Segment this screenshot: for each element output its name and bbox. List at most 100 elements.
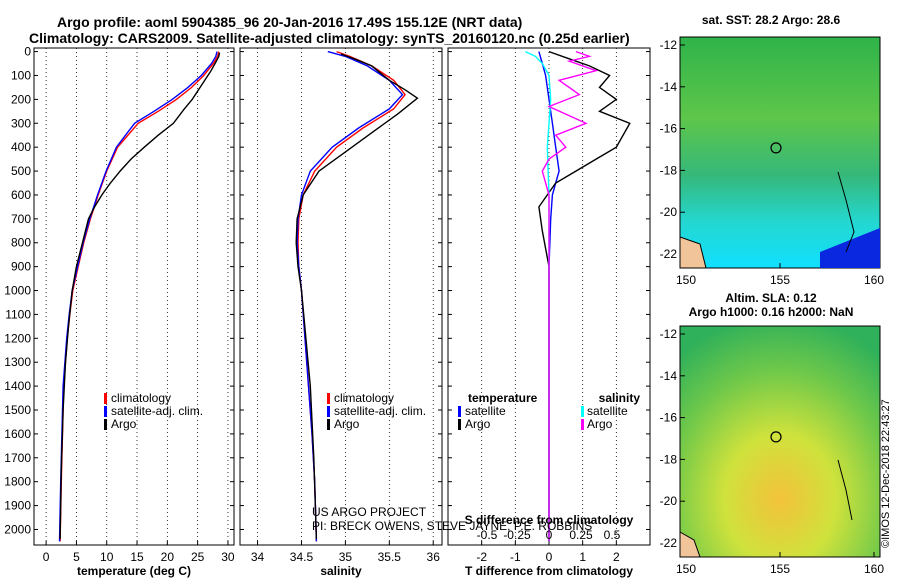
salinity-diff-tick: 0.25 [569, 528, 593, 542]
legend-label: satellite [587, 404, 628, 418]
map-ytick-label: -22 [660, 536, 678, 550]
legend-swatch [327, 393, 330, 404]
xtick-label: 34.5 [290, 550, 314, 564]
map-ytick-label: -20 [660, 205, 678, 219]
ytick-label: 1500 [4, 403, 31, 417]
ytick-label: 0 [24, 45, 31, 59]
legend-swatch [327, 419, 330, 430]
ytick-label: 2000 [4, 522, 31, 536]
project-annotation: PI: BRECK OWENS, STEVE JAYNE, P.E. ROBBI… [312, 519, 592, 533]
project-annotation: US ARGO PROJECT [312, 505, 427, 519]
salinity-diff-tick: 0.5 [604, 528, 621, 542]
map-ytick-label: -20 [660, 494, 678, 508]
xtick-label: -2 [476, 550, 487, 564]
x-axis-label: salinity [320, 564, 362, 578]
legend-swatch [104, 406, 107, 417]
ytick-label: 200 [11, 92, 31, 106]
map-xtick-label: 155 [770, 273, 790, 287]
profile-location-marker [770, 431, 782, 443]
map-xtick-label: 150 [676, 562, 696, 576]
map-ytick-label: -14 [660, 80, 678, 94]
xtick-label: 25 [191, 550, 205, 564]
ytick-label: 700 [11, 212, 31, 226]
xtick-label: 30 [221, 550, 235, 564]
ytick-label: 1600 [4, 427, 31, 441]
x-axis-label: T difference from climatology [465, 564, 633, 578]
legend-label: Argo [111, 417, 137, 431]
xtick-label: 36 [427, 550, 441, 564]
map-ytick-label: -12 [660, 327, 678, 341]
ytick-label: 300 [11, 116, 31, 130]
ytick-label: 1200 [4, 331, 31, 345]
xtick-label: 10 [100, 550, 114, 564]
xtick-label: 20 [161, 550, 175, 564]
map-ytick-label: -12 [660, 38, 678, 52]
legend-swatch [104, 393, 107, 404]
legend-label: satellite [465, 404, 506, 418]
legend-swatch [327, 406, 330, 417]
profile-location-marker [770, 142, 782, 154]
coastline-land [679, 531, 701, 558]
map-xtick-label: 150 [676, 273, 696, 287]
salinity-diff-tick: -0.5 [477, 528, 498, 542]
map-ytick-label: -18 [660, 163, 678, 177]
legend-swatch [581, 419, 584, 430]
map-ytick-label: -18 [660, 452, 678, 466]
ytick-label: 1000 [4, 284, 31, 298]
coastline-land [679, 236, 707, 269]
xtick-label: 5 [73, 550, 80, 564]
x-axis-label: temperature (deg C) [77, 564, 191, 578]
ytick-label: 400 [11, 140, 31, 154]
sla-map-field [679, 325, 881, 558]
ytick-label: 1700 [4, 451, 31, 465]
legend-swatch [104, 419, 107, 430]
series-line-t-argo [538, 50, 631, 542]
ytick-label: 500 [11, 164, 31, 178]
legend-label: satellite-adj. clim. [111, 404, 203, 418]
ytick-label: 1400 [4, 379, 31, 393]
map-xtick-label: 160 [864, 273, 884, 287]
sst-map-field [679, 36, 881, 269]
bathymetry-contour [837, 171, 855, 253]
ytick-label: 800 [11, 236, 31, 250]
ytick-label: 1100 [5, 307, 31, 321]
legend-title-temperature: temperature [468, 391, 538, 405]
legend-label: climatology [111, 391, 171, 405]
map-ytick-label: -16 [660, 411, 678, 425]
map-xtick-label: 160 [864, 562, 884, 576]
sla-map-subtitle: Argo h1000: 0.16 h2000: NaN [689, 305, 854, 319]
legend-swatch [458, 419, 461, 430]
ytick-label: 1900 [4, 499, 31, 513]
series-line-satellite-adj-clim- [58, 51, 218, 542]
xtick-label: 35 [339, 550, 353, 564]
salinity-diff-tick: -0.25 [503, 528, 531, 542]
xtick-label: 34 [251, 550, 265, 564]
sst-map-title: sat. SST: 28.2 Argo: 28.6 [702, 13, 841, 27]
plot-frame-temperature [33, 47, 235, 546]
xtick-label: -1 [510, 550, 521, 564]
xtick-label: 2 [613, 550, 620, 564]
map-ytick-label: -16 [660, 122, 678, 136]
title-line-2: Climatology: CARS2009. Satellite-adjuste… [29, 30, 630, 46]
sst-cold-patch [820, 228, 880, 268]
series-line-s-argo [541, 50, 599, 542]
ytick-label: 600 [11, 188, 31, 202]
legend-label: satellite-adj. clim. [334, 404, 426, 418]
map-ytick-label: -22 [660, 247, 678, 261]
ytick-label: 1800 [4, 475, 31, 489]
map-ytick-label: -14 [660, 369, 678, 383]
legend-title-salinity: salinity [599, 391, 641, 405]
bathymetry-contour [837, 459, 853, 521]
salinity-diff-axis-label: S difference from climatology [465, 513, 634, 527]
legend-label: Argo [587, 417, 613, 431]
legend-label: climatology [334, 391, 394, 405]
legend-swatch [581, 406, 584, 417]
salinity-diff-tick: 0 [546, 528, 553, 542]
xtick-label: 0 [43, 550, 50, 564]
xtick-label: 35.5 [378, 550, 402, 564]
imos-stamp: ©IMOS 12-Dec-2018 22:43:27 [880, 399, 892, 548]
xtick-label: 1 [579, 550, 586, 564]
legend-swatch [458, 406, 461, 417]
ytick-label: 1300 [4, 355, 31, 369]
